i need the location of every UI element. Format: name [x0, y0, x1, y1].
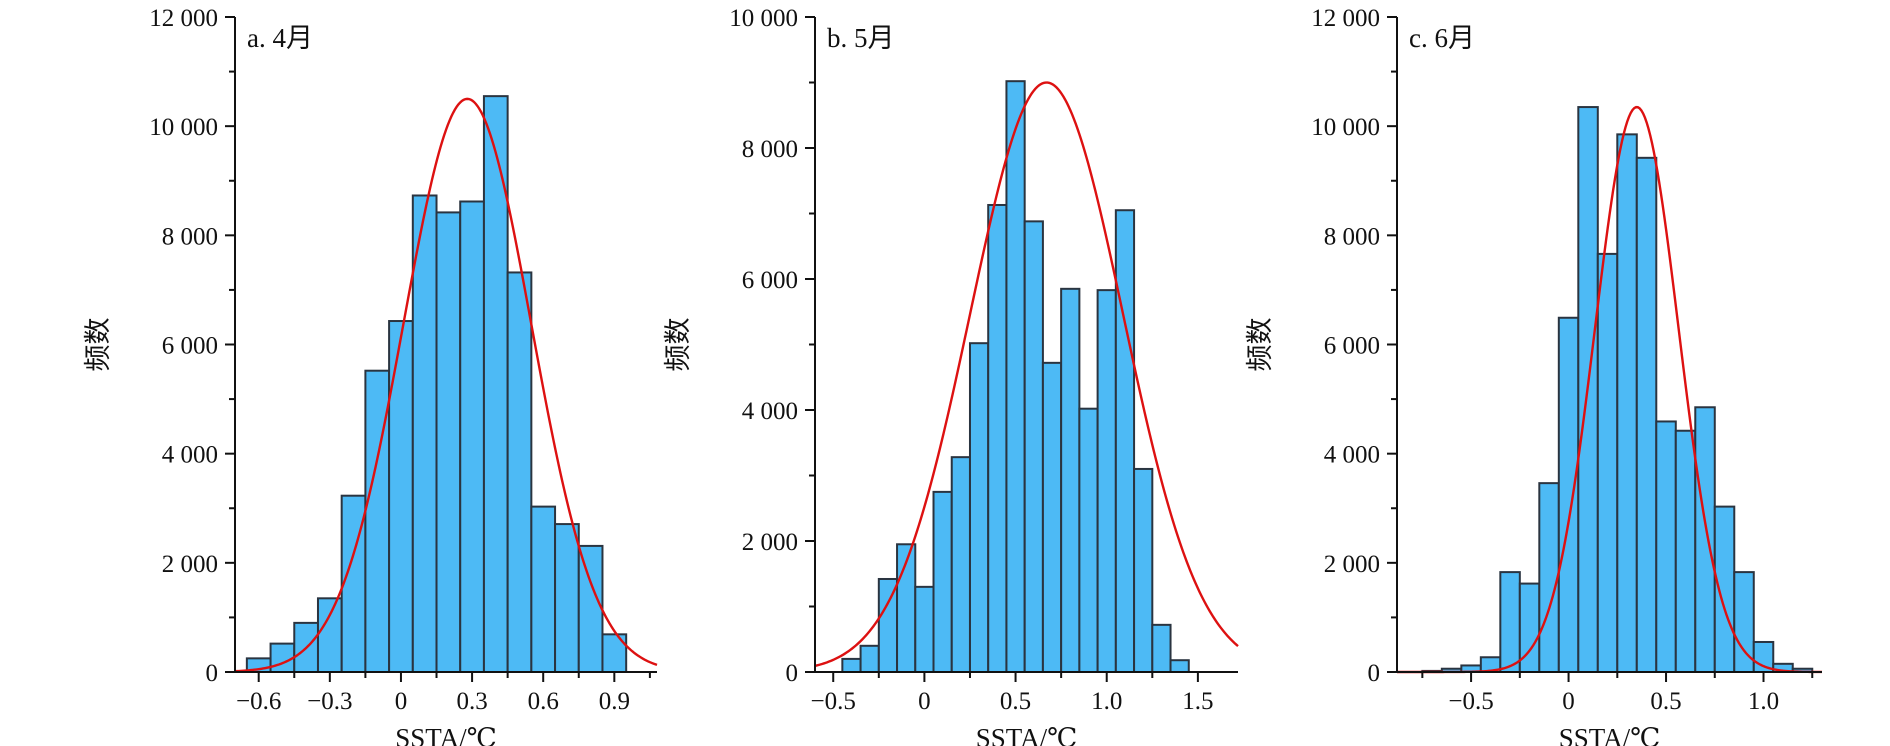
histogram-bar — [987, 203, 1008, 674]
y-tick-label: 4 000 — [1324, 442, 1380, 469]
histogram-bar — [1557, 316, 1580, 673]
x-axis-label: SSTA/℃ — [976, 723, 1078, 746]
histogram-bar — [1655, 420, 1677, 673]
histogram-bar — [316, 597, 343, 673]
histogram-bar — [1133, 467, 1154, 674]
histogram-bar — [914, 585, 935, 673]
histogram-bar — [411, 194, 438, 674]
histogram-bar — [1060, 287, 1081, 673]
y-tick-label: 6 000 — [1324, 333, 1380, 360]
x-tick-label: 1.5 — [1182, 688, 1213, 715]
histogram-bar — [554, 523, 580, 673]
histogram-bar — [1023, 220, 1044, 674]
x-axis-label: SSTA/℃ — [1559, 723, 1661, 746]
x-tick-label: 0 — [918, 688, 931, 715]
y-tick-label: 2 000 — [1324, 551, 1380, 578]
histogram-bar — [968, 342, 990, 673]
y-tick-label: 10 000 — [149, 114, 218, 141]
histogram-bar — [950, 456, 971, 673]
histogram-bar — [1169, 659, 1190, 674]
x-tick-label: 0.5 — [1000, 688, 1031, 715]
histogram-bar — [1096, 289, 1117, 673]
x-axis-label: SSTA/℃ — [395, 723, 497, 746]
x-tick-label: 0.5 — [1650, 688, 1681, 715]
x-tick-label: 0 — [1562, 688, 1575, 715]
histogram-bar — [1538, 482, 1560, 673]
histogram-bar — [1005, 80, 1026, 673]
panel-title: b. 5月 — [827, 23, 895, 53]
y-tick-label: 8 000 — [1324, 223, 1380, 250]
panel-c: SSTA/℃ 频数 0 2 000 4 000 6 000 8 000 10 000 12 … — [1245, 5, 1823, 746]
y-tick-label: 4 000 — [162, 442, 218, 469]
histogram-bar — [841, 657, 862, 674]
x-tick-label: 1.0 — [1091, 688, 1122, 715]
x-tick-label: 0.3 — [456, 688, 487, 715]
histogram-bar — [1114, 209, 1136, 673]
bars — [1421, 106, 1814, 674]
x-tick-label: 1.0 — [1748, 688, 1779, 715]
histogram-bar — [1674, 429, 1697, 673]
x-tick-label: −0.3 — [307, 688, 352, 715]
y-tick-label: 10 000 — [729, 5, 798, 32]
histogram-bar — [1151, 623, 1172, 674]
x-tick-label: 0.9 — [599, 688, 630, 715]
histogram-bar — [1499, 571, 1521, 673]
x-tick-label: −0.6 — [236, 688, 281, 715]
histogram-bar — [530, 505, 557, 673]
histogram-bar — [1635, 156, 1658, 673]
y-tick-label: 2 000 — [162, 551, 218, 578]
panel-b: SSTA/℃ 频数 0 2 000 4 000 6 000 8 000 10 000 −0.… — [663, 5, 1239, 746]
panel-a: SSTA/℃ 频数 0 2 000 4 000 6 000 8 000 10 000 12 … — [83, 5, 658, 746]
y-tick-label: 4 000 — [742, 398, 798, 425]
y-tick-label: 10 000 — [1311, 114, 1380, 141]
x-tick-label: −0.5 — [1448, 688, 1493, 715]
histogram-bar — [1041, 361, 1063, 673]
histogram-bar — [932, 490, 953, 673]
histogram-bar — [459, 200, 485, 673]
bars — [841, 80, 1190, 674]
histogram-bar — [1596, 252, 1619, 673]
histogram-bar — [1694, 406, 1716, 673]
y-tick-label: 8 000 — [742, 136, 798, 163]
y-tick-label: 0 — [1368, 660, 1381, 687]
histogram-bar — [269, 642, 296, 673]
x-tick-label: 0 — [395, 688, 408, 715]
y-axis-label: 频数 — [83, 318, 113, 372]
histogram-bar — [1616, 133, 1638, 673]
panel-title: c. 6月 — [1409, 23, 1475, 53]
histogram-bar — [859, 644, 880, 673]
y-tick-label: 12 000 — [149, 5, 218, 32]
y-axis-label: 频数 — [1245, 318, 1275, 372]
y-tick-label: 12 000 — [1311, 5, 1380, 32]
y-tick-label: 0 — [786, 660, 799, 687]
y-axis-label: 频数 — [663, 318, 693, 372]
normal-fit-curve — [814, 81, 1239, 668]
y-tick-label: 0 — [206, 660, 219, 687]
histogram-bar — [506, 271, 533, 673]
histogram-bar — [435, 211, 462, 674]
normal-fit-curve — [234, 97, 658, 673]
x-tick-label: 0.6 — [528, 688, 559, 715]
histogram-bar — [388, 320, 414, 673]
y-tick-label: 8 000 — [162, 223, 218, 250]
histogram-bar — [1713, 505, 1736, 673]
y-tick-label: 6 000 — [742, 267, 798, 294]
panel-title: a. 4月 — [247, 23, 313, 53]
y-tick-label: 6 000 — [162, 333, 218, 360]
bars — [245, 95, 628, 674]
histogram-bar — [577, 544, 604, 673]
histogram-bar — [1078, 407, 1099, 673]
y-tick-label: 2 000 — [742, 529, 798, 556]
x-tick-label: −0.5 — [811, 688, 856, 715]
